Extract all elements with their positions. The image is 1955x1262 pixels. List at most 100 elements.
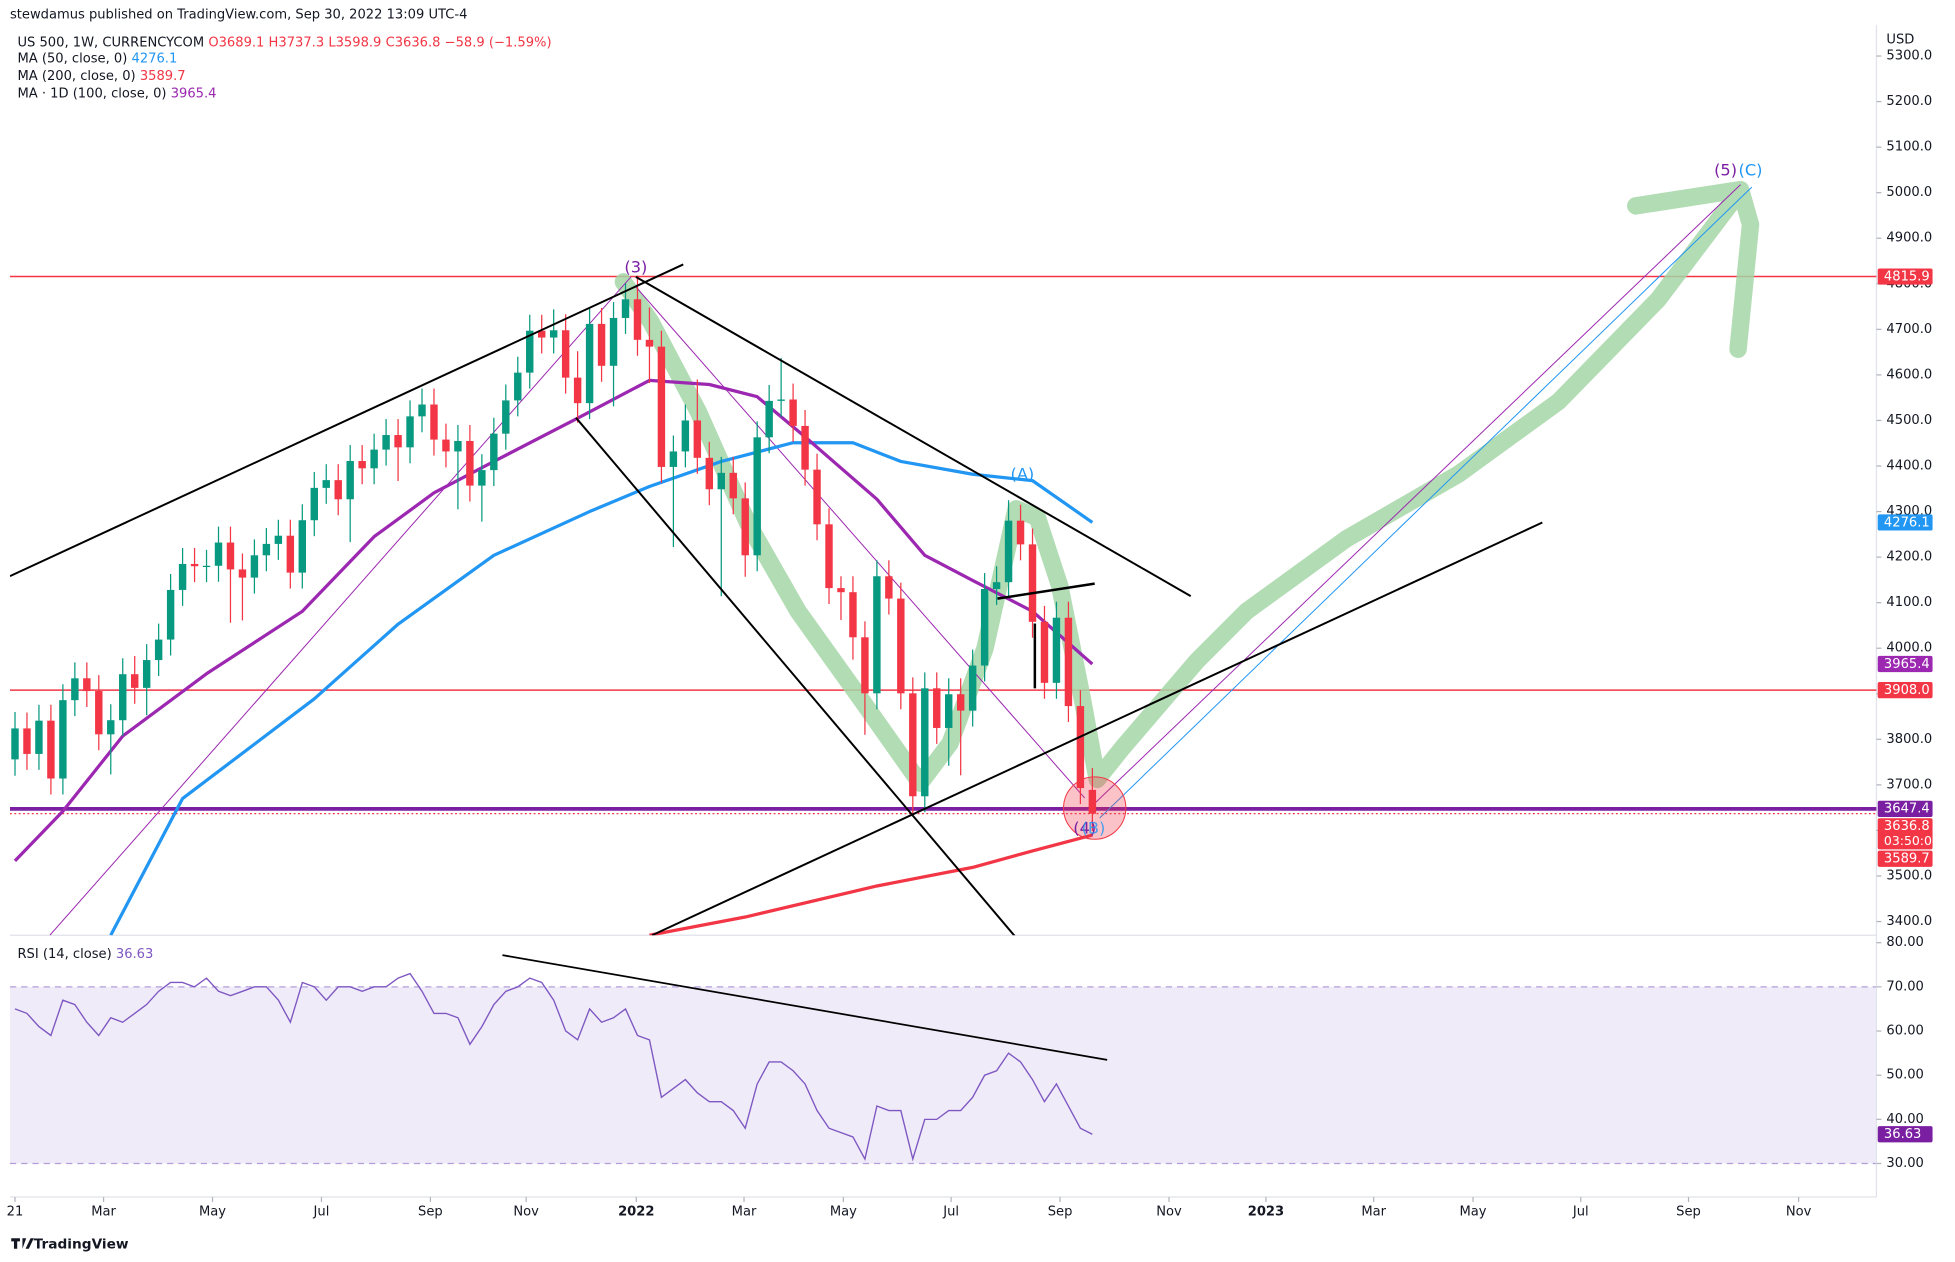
y-tick-label: 5300.0 [1886, 49, 1932, 64]
ohlc: C3636.8 [386, 35, 441, 50]
y-tick-label: 4900.0 [1886, 231, 1932, 246]
x-tick-label: Nov [1156, 1205, 1182, 1220]
candle-body [968, 665, 977, 711]
rsi-tick-label: 40.00 [1886, 1112, 1923, 1127]
x-tick-label: Nov [513, 1205, 539, 1220]
candle-body [514, 372, 522, 401]
x-tick-label: Mar [1361, 1205, 1386, 1220]
moving-average [109, 441, 1094, 936]
legend-name: MA (50, close, 0) [17, 51, 127, 66]
candle-body [490, 433, 498, 471]
candle-body [250, 555, 259, 578]
y-tick-label: 3700.0 [1886, 777, 1932, 792]
candle-body [657, 346, 666, 467]
candle-body [23, 728, 31, 754]
ma-legend: MA (50, close, 0) 4276.1 [17, 51, 177, 66]
wave-label: (3) [624, 258, 647, 277]
candle-body [130, 674, 139, 688]
x-tick-label: Jul [313, 1205, 330, 1220]
axes: 3400.03500.03600.03700.03800.03900.04000… [7, 49, 1940, 1220]
candle-body [71, 678, 79, 701]
x-tick-label: 2023 [1248, 1205, 1284, 1220]
candle-body [549, 330, 558, 338]
legend-value: 36.63 [116, 946, 153, 961]
x-tick-label: May [830, 1205, 857, 1220]
candle-body [837, 588, 845, 593]
candle-body [226, 542, 235, 570]
brand-logo [11, 1238, 34, 1249]
candle-body [178, 563, 187, 590]
legend-name: RSI (14, close) [17, 946, 111, 961]
legend-name: MA (200, close, 0) [17, 69, 135, 84]
candle-body [214, 542, 223, 566]
y-tick-label: 4500.0 [1886, 413, 1932, 428]
y-tick-label: 4400.0 [1886, 459, 1932, 474]
y-tick-label: 5000.0 [1886, 185, 1932, 200]
rsi-tick-label: 30.00 [1886, 1156, 1923, 1171]
candle-body [95, 691, 103, 735]
x-tick-label: Jul [942, 1205, 959, 1220]
candle-body [478, 470, 486, 486]
candle-body [286, 535, 295, 573]
candle-body [418, 404, 426, 417]
candle-body [897, 598, 905, 694]
candle-body [597, 323, 606, 366]
candle-body [945, 694, 953, 728]
candle-body [1004, 520, 1013, 583]
x-tick-label: Mar [732, 1205, 757, 1220]
candle-body [1088, 789, 1097, 814]
candle-body [1076, 706, 1085, 789]
candle-body [561, 330, 570, 378]
candle-body [885, 576, 893, 599]
price-tag [1877, 850, 1933, 867]
candle-body [83, 678, 91, 692]
candle-body [442, 439, 450, 452]
candle-body [310, 487, 318, 521]
candle-body [585, 323, 594, 404]
candle-body [502, 400, 510, 434]
y-tick-label: 5200.0 [1886, 94, 1932, 109]
legend-value: 3589.7 [140, 69, 186, 84]
x-tick-label: Sep [1676, 1205, 1701, 1220]
rsi-band [9, 986, 1877, 1164]
rsi-tag [1877, 1126, 1933, 1143]
ma-legend: MA (200, close, 0) 3589.7 [17, 69, 185, 84]
y-tick-label: 4600.0 [1886, 367, 1932, 382]
price-tag [1877, 514, 1933, 531]
candle-body [921, 688, 929, 797]
ohlc-change: −58.9 (−1.59%) [445, 35, 552, 50]
candle-body [573, 377, 582, 404]
ohlc: O3689.1 [208, 35, 264, 50]
price-tag [1877, 655, 1933, 673]
candle-body [59, 700, 67, 779]
x-tick-label: May [1460, 1205, 1487, 1220]
candle-body [1064, 617, 1073, 707]
x-tick-label: Sep [1048, 1205, 1073, 1220]
price-tag-label: 4276.1 [1884, 515, 1930, 530]
candle-body [645, 339, 654, 347]
candle-body [813, 469, 821, 525]
candle-body [1016, 520, 1025, 545]
candle-body [992, 582, 1001, 590]
trend-line [651, 521, 1543, 936]
levels [9, 275, 1877, 815]
channel-line [49, 276, 632, 936]
rsi-divergence-line [502, 954, 1108, 1061]
y-tick-label: 4200.0 [1886, 550, 1932, 565]
candle-body [262, 543, 271, 556]
ohlc: L3598.9 [328, 35, 381, 50]
rsi-legend: RSI (14, close) 36.63 [17, 946, 153, 961]
candle-body [861, 637, 869, 694]
ohlc: H3737.3 [269, 35, 325, 50]
candle-body [873, 576, 881, 694]
candle-body [166, 589, 175, 640]
candle-body [681, 420, 690, 452]
x-tick-label: Jul [1572, 1205, 1589, 1220]
symbol: US 500, 1W, CURRENCYCOM [17, 35, 204, 50]
rsi-tick-label: 60.00 [1886, 1024, 1923, 1039]
y-tick-label: 3800.0 [1886, 732, 1932, 747]
candle-body [394, 435, 402, 448]
trend-line [635, 276, 1192, 597]
candle-body [406, 416, 414, 448]
